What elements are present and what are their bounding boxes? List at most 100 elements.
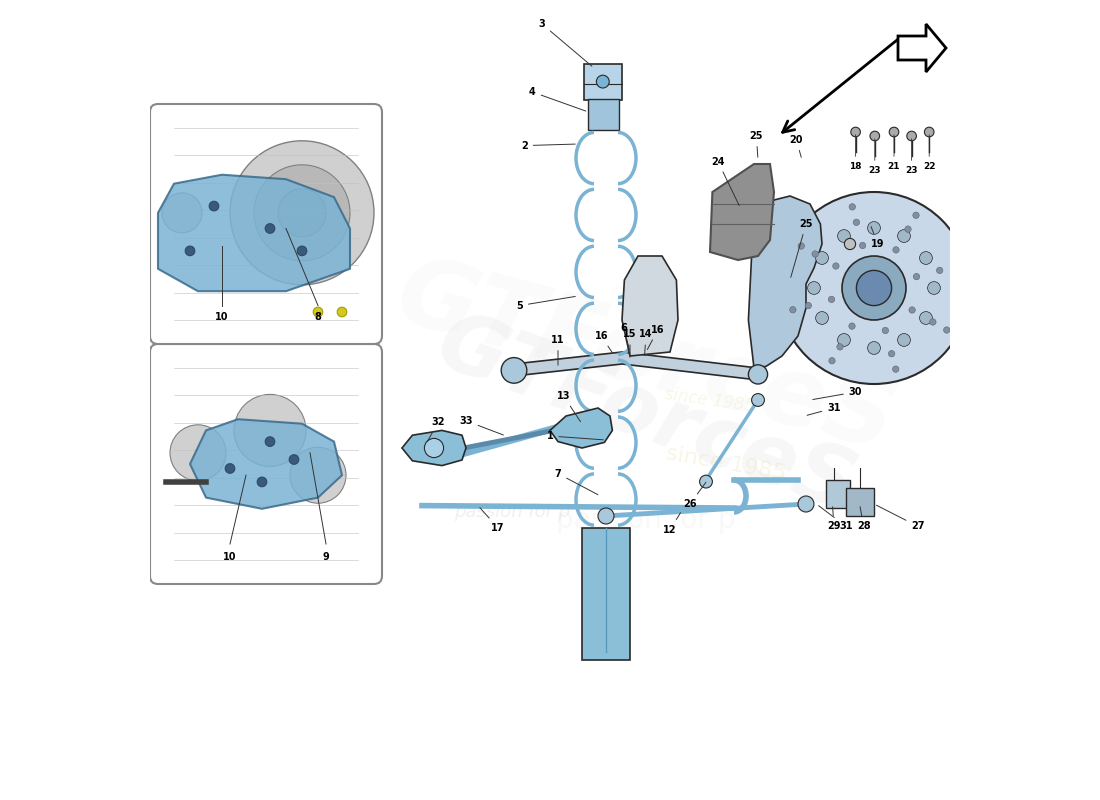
Circle shape [297,246,307,256]
Circle shape [913,274,920,280]
Text: 4: 4 [529,87,586,111]
Circle shape [868,342,880,354]
Circle shape [314,307,322,317]
Text: 8: 8 [315,312,321,322]
Circle shape [857,270,892,306]
Text: 10: 10 [223,552,236,562]
Polygon shape [402,430,466,466]
Polygon shape [550,408,613,448]
Text: 3: 3 [539,19,592,66]
Circle shape [805,302,812,309]
Circle shape [799,242,804,250]
Circle shape [751,394,764,406]
FancyBboxPatch shape [150,104,382,344]
Circle shape [257,477,267,486]
Text: 13: 13 [557,391,581,422]
Polygon shape [582,528,630,660]
Polygon shape [846,488,874,516]
Polygon shape [826,480,850,508]
Polygon shape [588,99,619,130]
Circle shape [849,204,856,210]
Circle shape [185,246,195,256]
Circle shape [778,192,970,384]
Text: 16: 16 [594,331,613,353]
Polygon shape [621,256,678,356]
Circle shape [927,282,940,294]
Circle shape [906,131,916,141]
Text: 33: 33 [460,416,504,435]
Text: passion for p: passion for p [557,506,736,534]
Polygon shape [898,24,946,72]
Text: 12: 12 [663,513,681,534]
Text: GTForceS: GTForceS [426,303,866,529]
Text: 19: 19 [871,226,884,249]
Text: 23: 23 [905,138,917,175]
Circle shape [815,251,828,264]
Text: 20: 20 [790,135,803,158]
Circle shape [807,282,821,294]
Circle shape [849,323,855,330]
Circle shape [882,327,889,334]
Text: 23: 23 [869,138,881,175]
Circle shape [870,131,880,141]
Text: 21: 21 [888,134,900,171]
Text: 22: 22 [923,134,935,171]
Circle shape [812,250,818,258]
Text: GTForceS: GTForceS [387,249,905,471]
Circle shape [850,127,860,137]
Polygon shape [710,164,774,260]
Text: 1: 1 [547,431,603,441]
Polygon shape [514,352,758,380]
Circle shape [837,334,850,346]
Text: since 1985: since 1985 [664,443,788,485]
Text: 32: 32 [427,418,444,442]
Text: 16: 16 [647,325,664,350]
Circle shape [837,230,850,242]
Circle shape [798,496,814,512]
Circle shape [425,438,443,458]
Text: since 1985: since 1985 [663,385,756,415]
Circle shape [828,358,835,364]
Circle shape [748,365,768,384]
Circle shape [265,224,275,234]
Text: 15: 15 [624,330,637,358]
Text: 14: 14 [639,330,652,356]
Circle shape [234,394,306,466]
Circle shape [790,306,796,313]
Text: 30: 30 [813,387,862,399]
Circle shape [598,508,614,524]
Circle shape [936,267,943,274]
Circle shape [230,141,374,285]
Circle shape [930,319,936,326]
Text: 11: 11 [551,335,564,366]
Text: 31: 31 [807,403,840,415]
Polygon shape [190,419,342,509]
Circle shape [833,262,839,269]
Circle shape [854,219,859,226]
Text: 5: 5 [516,297,575,310]
Circle shape [226,464,234,474]
Circle shape [893,246,899,253]
Text: 6: 6 [620,323,629,350]
Circle shape [845,238,856,250]
Circle shape [278,189,326,237]
Text: 31: 31 [818,506,852,531]
Circle shape [892,366,899,372]
Circle shape [859,242,866,249]
Circle shape [952,263,958,270]
Circle shape [209,202,219,211]
Circle shape [254,165,350,261]
Circle shape [868,222,880,234]
FancyBboxPatch shape [150,344,382,584]
Circle shape [909,306,915,313]
Text: 26: 26 [683,482,706,509]
Text: 24: 24 [712,157,739,206]
Polygon shape [748,196,822,368]
Circle shape [898,334,911,346]
Text: 29: 29 [827,506,840,531]
Circle shape [596,75,609,88]
Circle shape [898,230,911,242]
Circle shape [162,193,202,233]
Circle shape [290,447,346,503]
Circle shape [889,127,899,137]
